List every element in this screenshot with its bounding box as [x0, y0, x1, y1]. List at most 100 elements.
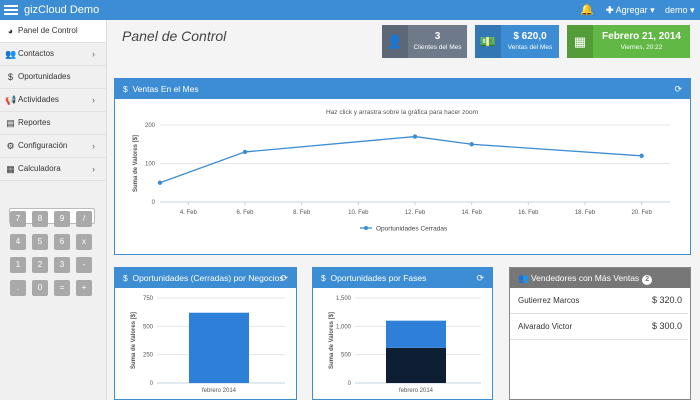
y-tick-label: 0 [348, 381, 352, 387]
users-icon: 👥 [518, 273, 529, 283]
calculator-key[interactable]: 3 [54, 257, 70, 273]
x-tick-label: 10. Feb [348, 210, 369, 216]
megaphone-icon: 📢 [5, 95, 17, 105]
refresh-icon[interactable]: ⟳ [476, 273, 484, 283]
sales-line-chart[interactable]: Haz click y arrastra sobre la gráfica pa… [115, 99, 690, 254]
phases-panel-title: Oportunidades por Fases [330, 273, 427, 283]
page-title: Panel de Control [122, 28, 227, 44]
calculator-display[interactable] [9, 208, 95, 224]
sidebar-item-4[interactable]: ▤ Reportes [0, 112, 106, 135]
sidebar: ◕ Panel de Control 👥 Contactos › $ Oportunidad… [0, 20, 107, 400]
dashboard-icon: ◕ [7, 26, 14, 36]
file-icon: ▤ [6, 118, 15, 128]
calculator-key[interactable]: = [54, 280, 70, 296]
x-tick-label: 20. Feb [631, 210, 652, 216]
y-tick-label: 0 [152, 200, 156, 206]
x-tick-label: 4. Feb [180, 210, 198, 216]
data-point[interactable] [639, 153, 644, 158]
seller-row[interactable]: Alvarado Victor $ 300.0 [510, 314, 688, 340]
sidebar-item-0[interactable]: ◕ Panel de Control [0, 20, 106, 43]
x-tick-label: 8. Feb [293, 210, 311, 216]
calculator-key[interactable]: . [10, 280, 26, 296]
stat-value: $ 620,0 [513, 31, 547, 42]
legend-label[interactable]: Oportunidades Cerradas [376, 226, 448, 233]
bell-icon[interactable]: 🔔 [580, 4, 594, 16]
y-tick-label: 1,000 [336, 324, 352, 330]
calculator-key[interactable]: - [76, 257, 92, 273]
business-bar-chart[interactable]: 0 250 500 750 Suma de Valores [$] febrero 201… [115, 288, 296, 400]
stat-label: Viernes, 20:22 [620, 44, 663, 51]
user-menu-button[interactable]: demo ▾ [665, 5, 695, 15]
dollar-icon: $ [7, 72, 13, 82]
phases-panel: $ Oportunidades por Fases ⟳ 0 500 1,000 1,5… [312, 267, 493, 400]
calculator-key[interactable]: 2 [32, 257, 48, 273]
calculator-key[interactable]: / [76, 211, 92, 227]
x-tick-label: 6. Feb [236, 210, 254, 216]
y-tick-label: 250 [143, 353, 154, 359]
sidebar-item-label: Panel de Control [18, 26, 78, 35]
x-tick-label: 14. Feb [461, 210, 482, 216]
sidebar-item-3[interactable]: 📢 Actividades › [0, 89, 106, 112]
calculator-key[interactable]: 4 [10, 234, 26, 250]
stacked-bar-segment[interactable] [386, 320, 446, 348]
stat-value: Febrero 21, 2014 [602, 31, 681, 42]
top-navbar: gizCloud Demo 🔔 ✚ Agregar ▾ demo ▾ [0, 0, 700, 20]
sidebar-item-2[interactable]: $ Oportunidades [0, 66, 106, 89]
x-tick-label: 16. Feb [518, 210, 539, 216]
plus-icon: ✚ [606, 5, 614, 15]
stat-box[interactable]: 👤 3 Clientes del Mes [382, 25, 467, 58]
stat-value: 3 [434, 31, 441, 42]
calculator-key[interactable]: 6 [54, 234, 70, 250]
user-menu-label: demo [665, 5, 688, 15]
data-point[interactable] [469, 142, 474, 147]
app-title[interactable]: gizCloud Demo [24, 4, 100, 16]
sidebar-item-6[interactable]: ▦ Calculadora › [0, 158, 106, 181]
y-tick-label: 0 [150, 381, 154, 387]
y-axis-label: Suma de Valores [$] [329, 312, 335, 369]
refresh-icon[interactable]: ⟳ [280, 273, 288, 283]
y-tick-label: 500 [341, 353, 352, 359]
grid-icon: ▦ [6, 164, 15, 174]
stat-label: Clientes del Mes [413, 44, 462, 51]
business-panel: $ Oportunidades (Cerradas) por Negocios … [114, 267, 297, 400]
bar[interactable] [189, 312, 249, 383]
calculator-key[interactable]: x [76, 234, 92, 250]
menu-toggle-icon[interactable] [4, 3, 18, 17]
data-point[interactable] [412, 134, 418, 139]
stacked-bar-segment[interactable] [386, 347, 446, 383]
calculator-key[interactable]: 9 [54, 211, 70, 227]
dollar-icon: $ [123, 84, 128, 94]
calculator-key[interactable]: 5 [32, 234, 48, 250]
refresh-icon[interactable]: ⟳ [674, 84, 682, 94]
stat-box[interactable]: 💵 $ 620,0 Ventas del Mes [475, 25, 559, 58]
dollar-icon: $ [321, 273, 326, 283]
sellers-panel: 👥 Vendedores con Más Ventas 2 Gutierrez M… [509, 267, 691, 400]
calculator-key[interactable]: + [76, 280, 92, 296]
chart-hint: Haz click y arrastra sobre la gráfica pa… [326, 109, 478, 116]
sidebar-item-label: Configuración [18, 141, 68, 150]
calculator-key[interactable]: 8 [32, 211, 48, 227]
calculator-key[interactable]: 1 [10, 257, 26, 273]
data-point[interactable] [157, 180, 163, 185]
seller-row[interactable]: Gutierrez Marcos $ 320.0 [510, 288, 688, 314]
business-panel-title: Oportunidades (Cerradas) por Negocios [132, 273, 284, 283]
sidebar-item-label: Contactos [18, 49, 55, 58]
calculator-key[interactable]: 7 [10, 211, 26, 227]
add-menu-button[interactable]: ✚ Agregar ▾ [606, 5, 655, 15]
x-tick-label: 12. Feb [405, 210, 426, 216]
business-panel-header: $ Oportunidades (Cerradas) por Negocios … [115, 268, 296, 288]
y-axis-label: Suma de Valores [$] [133, 135, 139, 192]
sidebar-item-label: Oportunidades [18, 72, 71, 81]
y-axis-label: Suma de Valores [$] [131, 312, 137, 369]
sidebar-item-5[interactable]: ⚙ Configuración › [0, 135, 106, 158]
y-tick-label: 500 [143, 324, 154, 330]
seller-name: Alvarado Victor [518, 322, 573, 331]
seller-value: $ 300.0 [651, 321, 682, 331]
sales-panel-title: Ventas En el Mes [132, 84, 199, 94]
stat-box[interactable]: ▦ Febrero 21, 2014 Viernes, 20:22 [567, 25, 690, 58]
sidebar-item-1[interactable]: 👥 Contactos › [0, 43, 106, 66]
data-point[interactable] [242, 149, 248, 155]
user-icon: 👤 [382, 25, 408, 58]
phases-stacked-bar-chart[interactable]: 0 500 1,000 1,500 Suma de Valores [$] febrero… [313, 288, 492, 400]
calculator-key[interactable]: 0 [32, 280, 48, 296]
